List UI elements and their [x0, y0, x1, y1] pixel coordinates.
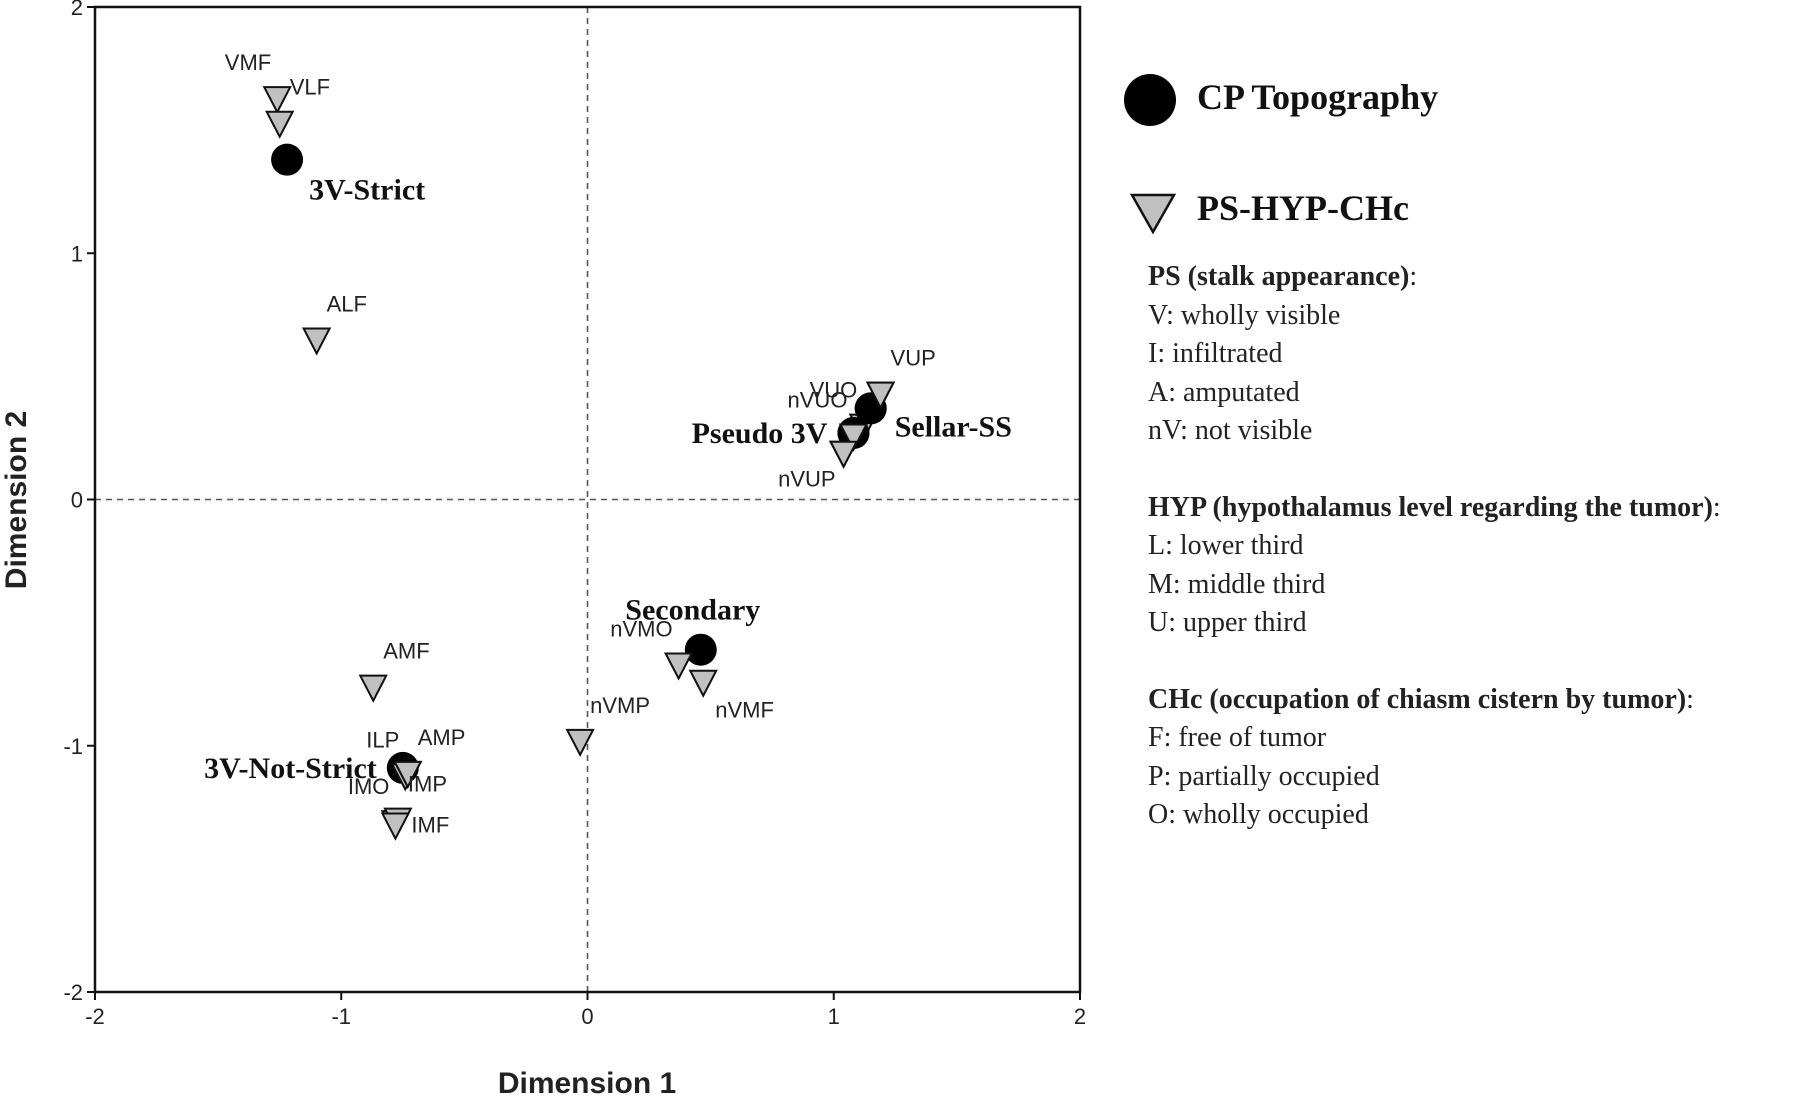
point-label-nvmf: nVMF — [715, 698, 774, 723]
category-label-3v-not-strict: 3V-Not-Strict — [204, 752, 377, 785]
data-points — [262, 86, 896, 841]
category-label-sellar-ss: Sellar-SS — [895, 410, 1012, 443]
point-nvmp — [565, 728, 595, 757]
y-tick-label: 2 — [71, 0, 83, 20]
legend-ps-label: PS-HYP-CHc — [1197, 188, 1409, 228]
point-label-nvup: nVUP — [778, 467, 835, 492]
key-item: F: free of tumor — [1148, 722, 1327, 753]
point-label-nvmp: nVMP — [590, 693, 650, 718]
y-tick-label: -1 — [63, 734, 83, 759]
x-tick-label: -1 — [331, 1004, 351, 1029]
key-item: L: lower third — [1148, 530, 1304, 561]
reference-lines — [95, 7, 1080, 992]
point-label-imo: IMO — [348, 774, 390, 799]
point-vmf — [262, 86, 292, 115]
point-label-vlf: VLF — [290, 75, 330, 100]
point-label-vup: VUP — [891, 346, 936, 371]
point-label-alf: ALF — [327, 291, 367, 316]
x-tick-label: 2 — [1074, 1004, 1086, 1029]
point-alf — [301, 327, 332, 356]
point-3v-strict — [271, 143, 304, 176]
x-tick-label: -2 — [85, 1004, 105, 1029]
point-imf — [380, 812, 411, 841]
point-label-amf: AMF — [383, 639, 429, 664]
key-heading: CHc (occupation of chiasm cistern by tum… — [1148, 683, 1687, 715]
legend: CP Topography PS-HYP-CHc — [1124, 74, 1438, 235]
key-item: I: infiltrated — [1148, 338, 1283, 369]
y-tick-label: -2 — [63, 980, 83, 1005]
key-item: M: middle third — [1148, 568, 1326, 600]
category-label-secondary: Secondary — [625, 594, 760, 627]
point-amp — [393, 760, 423, 790]
point-vlf — [265, 110, 295, 139]
abbreviation-key: PS (stalk appearance): V: wholly visible… — [1148, 258, 1798, 873]
point-label-imf: IMF — [411, 813, 449, 838]
key-item: O: wholly occupied — [1148, 799, 1369, 830]
point-label-ilp: ILP — [366, 727, 399, 752]
point-label-nvmo: nVMO — [610, 616, 672, 641]
key-item: A: amputated — [1148, 376, 1300, 408]
point-nvuo — [838, 423, 869, 452]
key-heading-suffix: : — [1409, 261, 1418, 292]
x-tick-label: 1 — [828, 1004, 840, 1029]
y-tick-label: 1 — [71, 241, 83, 266]
legend-ps-marker — [1129, 193, 1177, 235]
y-tick-label: 0 — [71, 488, 83, 513]
point-labels: VMF VLF ALF VUO VUP nVUO nVUP nVMO nVMF nVMP AMF IL… — [204, 50, 1012, 837]
x-tick-label: 0 — [581, 1004, 593, 1029]
key-item: P: partially occupied — [1148, 760, 1380, 792]
legend-cp-label: CP Topography — [1197, 77, 1438, 117]
category-label-3v-strict: 3V-Strict — [309, 174, 425, 207]
point-amf — [358, 674, 388, 703]
point-label-amp: AMP — [418, 725, 466, 750]
point-label-nvuo: nVUO — [788, 387, 848, 412]
key-item: nV: not visible — [1148, 415, 1313, 446]
category-label-pseudo-3v: Pseudo 3V — [692, 417, 828, 450]
key-group-ps: PS (stalk appearance): V: wholly visible… — [1148, 258, 1798, 451]
y-axis-title: Dimension 2 — [0, 411, 33, 589]
legend-cp-marker — [1124, 74, 1176, 126]
point-vup — [865, 381, 896, 410]
point-label-vmf: VMF — [225, 50, 271, 75]
point-nvmf — [688, 669, 718, 698]
axis-ticks: -2 -1 0 1 2 -2 -1 0 1 2 — [63, 0, 1086, 1029]
key-item: U: upper third — [1148, 607, 1307, 638]
point-label-vuo: VUO — [810, 378, 858, 403]
point-nvup — [828, 440, 859, 469]
key-heading-suffix: : — [1712, 491, 1721, 523]
key-item: V: wholly visible — [1148, 299, 1341, 331]
point-label-imp: IMP — [408, 772, 447, 797]
key-group-hyp: HYP (hypothalamus level regarding the tu… — [1148, 489, 1798, 643]
key-heading: HYP (hypothalamus level regarding the tu… — [1148, 491, 1713, 523]
key-group-chc: CHc (occupation of chiasm cistern by tum… — [1148, 681, 1798, 835]
point-nvmo — [663, 652, 694, 681]
key-heading: PS (stalk appearance) — [1148, 261, 1410, 292]
key-heading-suffix: : — [1686, 683, 1694, 715]
point-secondary — [684, 633, 717, 666]
x-axis-title: Dimension 1 — [498, 1067, 676, 1096]
